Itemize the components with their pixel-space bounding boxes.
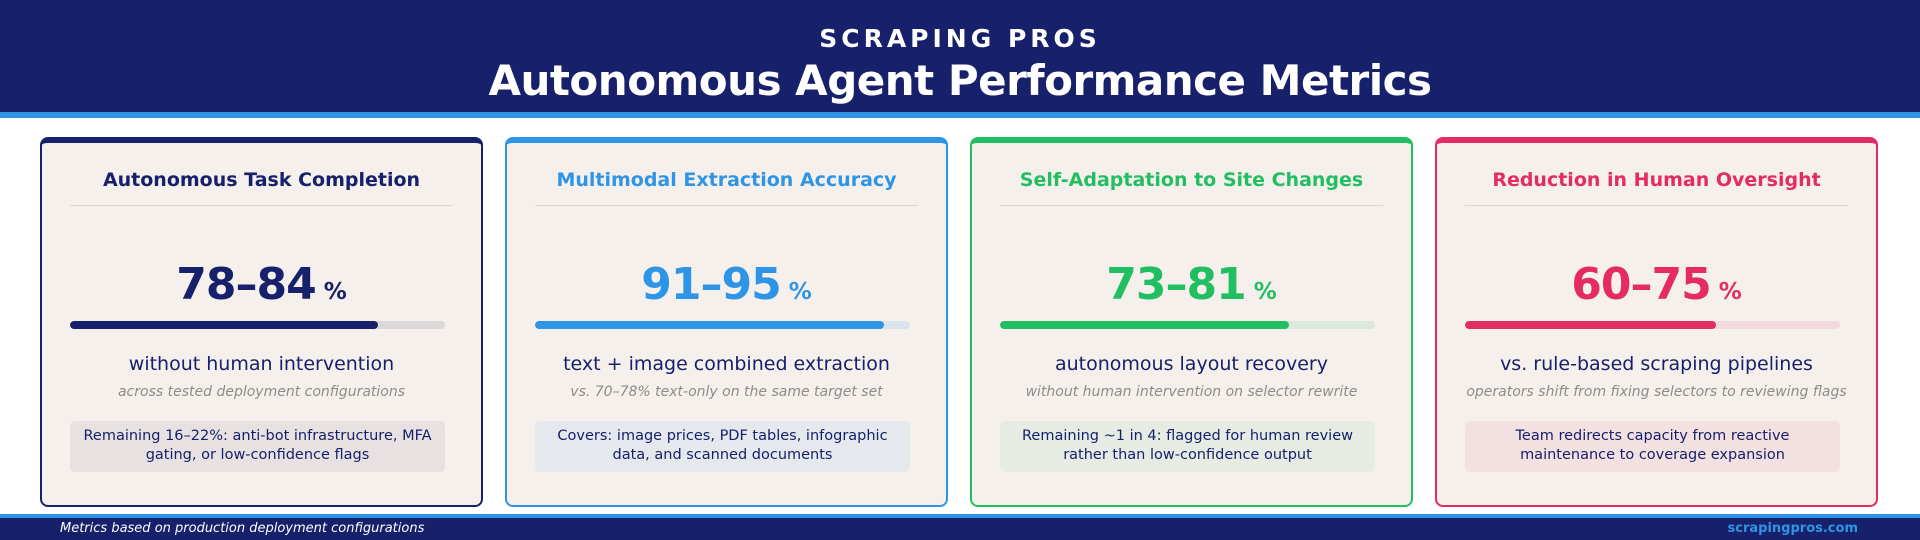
metric-note: Remaining ~1 in 4: flagged for human rev… [1000, 421, 1375, 472]
footer-website-link[interactable]: scrapingpros.com [1727, 521, 1858, 536]
progress-bar [1000, 321, 1375, 329]
progress-bar [70, 321, 445, 329]
metric: 60–75% [1465, 259, 1848, 310]
metric-subtext: across tested deployment configurations [117, 384, 406, 400]
card-divider [1465, 205, 1848, 206]
metric-card-multimodal-accuracy: Multimodal Extraction Accuracy 91–95% te… [505, 137, 948, 507]
card-title: Reduction in Human Oversight [1492, 169, 1821, 191]
metric-cards: Autonomous Task Completion 78–84% withou… [0, 137, 1920, 511]
card-divider [1000, 205, 1383, 206]
card-divider [535, 205, 918, 206]
metric: 91–95% [535, 259, 918, 310]
metric-note: Team redirects capacity from reactive ma… [1465, 421, 1840, 472]
metric-value: 78–84 [176, 259, 316, 310]
metric-value: 60–75 [1571, 259, 1711, 310]
header-banner: SCRAPING PROS Autonomous Agent Performan… [0, 0, 1920, 112]
metric-card-task-completion: Autonomous Task Completion 78–84% withou… [40, 137, 483, 507]
metric-description: without human intervention [128, 353, 395, 375]
metric: 78–84% [70, 259, 453, 310]
metric-description: text + image combined extraction [563, 353, 890, 375]
brand-name: SCRAPING PROS [819, 24, 1101, 53]
card-divider [70, 205, 453, 206]
metric-value: 91–95 [641, 259, 781, 310]
metric-unit: % [323, 279, 347, 305]
metric-description: autonomous layout recovery [1054, 353, 1328, 375]
footer-accent-stripe [0, 514, 1920, 518]
card-title: Autonomous Task Completion [102, 169, 421, 191]
card-title: Self-Adaptation to Site Changes [1019, 169, 1364, 191]
progress-bar-fill [70, 321, 378, 329]
metric-card-oversight-reduction: Reduction in Human Oversight 60–75% vs. … [1435, 137, 1878, 507]
progress-bar-fill [1465, 321, 1717, 329]
metric-subtext: vs. 70–78% text-only on the same target … [570, 384, 883, 400]
progress-bar [1465, 321, 1840, 329]
metric-subtext: operators shift from fixing selectors to… [1466, 384, 1847, 400]
metric: 73–81% [1000, 259, 1383, 310]
metric-card-self-adaptation: Self-Adaptation to Site Changes 73–81% a… [970, 137, 1413, 507]
metric-unit: % [1718, 279, 1742, 305]
footer-bar: Metrics based on production deployment c… [0, 518, 1920, 540]
page-title: Autonomous Agent Performance Metrics [488, 56, 1432, 105]
metric-unit: % [1253, 279, 1277, 305]
metric-description: vs. rule-based scraping pipelines [1500, 353, 1813, 375]
metric-value: 73–81 [1106, 259, 1246, 310]
card-title: Multimodal Extraction Accuracy [556, 169, 897, 191]
header-accent-stripe [0, 112, 1920, 118]
progress-bar-fill [535, 321, 884, 329]
progress-bar [535, 321, 910, 329]
metric-unit: % [788, 279, 812, 305]
metric-note: Remaining 16–22%: anti-bot infrastructur… [70, 421, 445, 472]
progress-bar-fill [1000, 321, 1289, 329]
footer-disclaimer: Metrics based on production deployment c… [60, 521, 425, 536]
metric-note: Covers: image prices, PDF tables, infogr… [535, 421, 910, 472]
metric-subtext: without human intervention on selector r… [1025, 384, 1358, 400]
